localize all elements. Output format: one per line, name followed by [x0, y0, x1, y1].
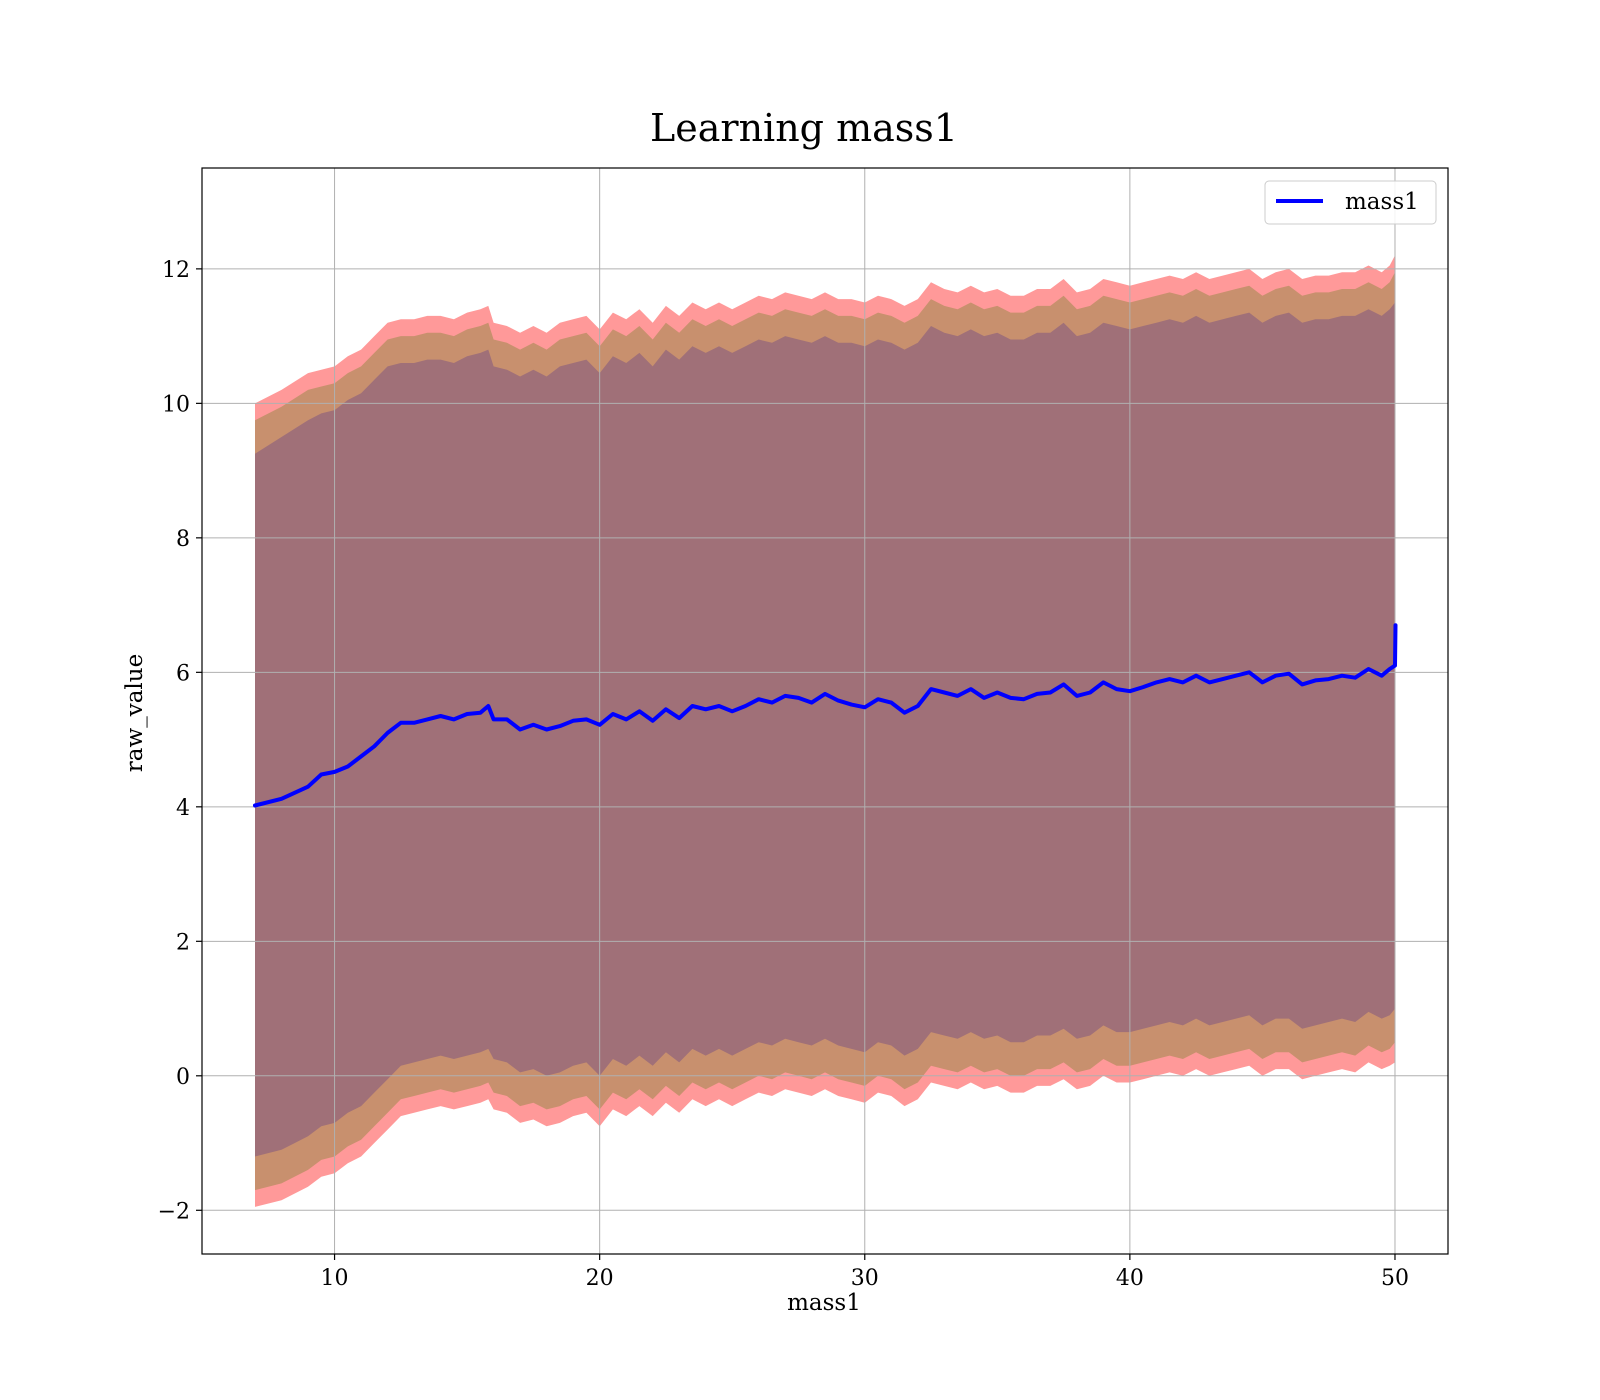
y-tick-label: 8	[176, 527, 190, 552]
legend-box	[1264, 180, 1437, 225]
y-tick-label: 6	[176, 661, 190, 686]
x-tick-label: 20	[586, 1266, 614, 1291]
band-inner	[255, 299, 1396, 1157]
plot-area	[201, 167, 1449, 1255]
y-axis-label: raw_value	[122, 654, 148, 772]
plot-frame	[201, 167, 1449, 1255]
uncertainty-bands	[255, 221, 1396, 1207]
x-tick-label: 40	[1116, 1266, 1144, 1291]
y-axis-ticks: −2 0 2 4 6 8 10 12	[158, 258, 202, 1224]
y-tick-label: 2	[176, 930, 190, 955]
series-line-mass1	[253, 623, 1398, 808]
y-tick-label: 12	[162, 258, 190, 283]
x-tick-label: 30	[851, 1266, 879, 1291]
legend: mass1	[1264, 180, 1437, 225]
x-axis-label: mass1	[787, 1290, 861, 1316]
x-tick-label: 10	[321, 1266, 349, 1291]
y-tick-label: 4	[176, 796, 190, 821]
x-tick-label: 50	[1381, 1266, 1409, 1291]
legend-label-mass1: mass1	[1345, 189, 1419, 215]
chart-title: Learning mass1	[650, 106, 958, 150]
x-axis-ticks: 10 20 30 40 50	[321, 1254, 1409, 1291]
grid-lines	[202, 168, 1448, 1254]
series-lines	[253, 623, 1398, 808]
y-tick-label: 10	[162, 392, 190, 417]
y-tick-label: −2	[158, 1199, 190, 1224]
y-tick-label: 0	[176, 1065, 190, 1090]
